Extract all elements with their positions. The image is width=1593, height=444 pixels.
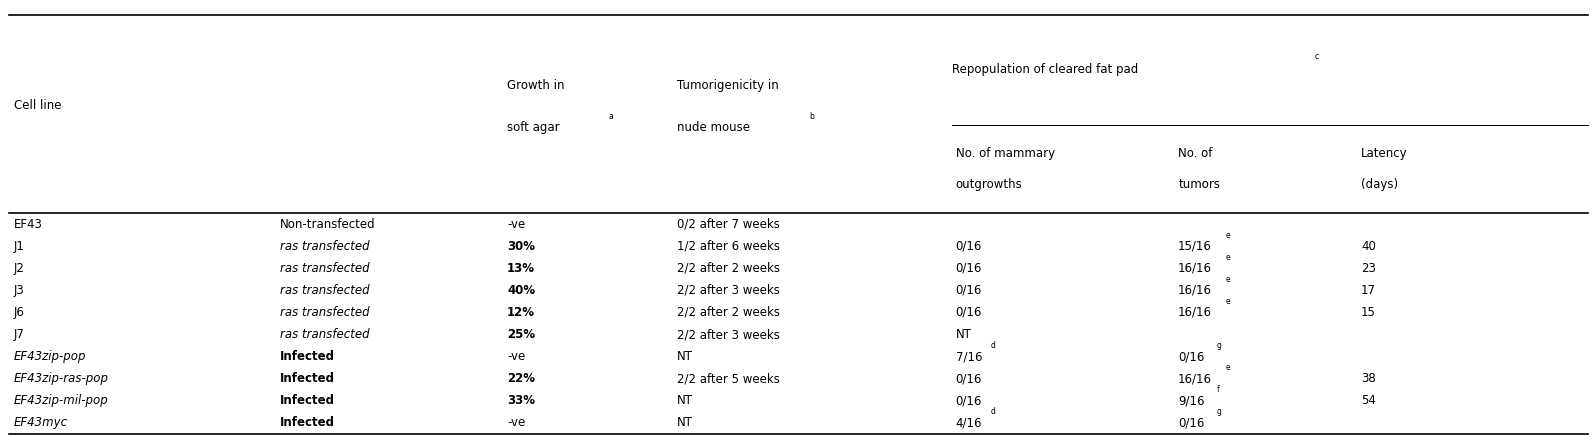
- Text: g: g: [1217, 407, 1222, 416]
- Text: tumors: tumors: [1179, 178, 1220, 191]
- Text: 4/16: 4/16: [956, 416, 981, 429]
- Text: 40: 40: [1360, 240, 1376, 253]
- Text: 9/16: 9/16: [1179, 394, 1204, 407]
- Text: 16/16: 16/16: [1179, 284, 1212, 297]
- Text: 2/2 after 2 weeks: 2/2 after 2 weeks: [677, 306, 781, 319]
- Text: ras transfected: ras transfected: [280, 328, 370, 341]
- Text: c: c: [1314, 52, 1319, 61]
- Text: e: e: [1227, 275, 1230, 284]
- Text: 40%: 40%: [507, 284, 535, 297]
- Text: 0/16: 0/16: [956, 262, 981, 275]
- Text: J3: J3: [14, 284, 25, 297]
- Text: 17: 17: [1360, 284, 1376, 297]
- Text: 0/16: 0/16: [956, 240, 981, 253]
- Text: NT: NT: [677, 350, 693, 363]
- Text: ras transfected: ras transfected: [280, 306, 370, 319]
- Text: 38: 38: [1360, 372, 1376, 385]
- Text: J1: J1: [14, 240, 25, 253]
- Text: Growth in: Growth in: [507, 79, 564, 92]
- Text: a: a: [609, 111, 613, 121]
- Text: No. of mammary: No. of mammary: [956, 147, 1055, 160]
- Text: J2: J2: [14, 262, 25, 275]
- Text: b: b: [809, 111, 814, 121]
- Text: d: d: [991, 407, 996, 416]
- Text: 2/2 after 3 weeks: 2/2 after 3 weeks: [677, 328, 781, 341]
- Text: 0/2 after 7 weeks: 0/2 after 7 weeks: [677, 218, 781, 231]
- Text: Cell line: Cell line: [14, 99, 62, 111]
- Text: Infected: Infected: [280, 372, 335, 385]
- Text: 2/2 after 2 weeks: 2/2 after 2 weeks: [677, 262, 781, 275]
- Text: 15: 15: [1360, 306, 1376, 319]
- Text: 33%: 33%: [507, 394, 535, 407]
- Text: e: e: [1227, 363, 1230, 372]
- Text: soft agar: soft agar: [507, 121, 559, 134]
- Text: No. of: No. of: [1179, 147, 1212, 160]
- Text: EF43myc: EF43myc: [14, 416, 68, 429]
- Text: -ve: -ve: [507, 350, 526, 363]
- Text: NT: NT: [677, 416, 693, 429]
- Text: 0/16: 0/16: [1179, 350, 1204, 363]
- Text: ras transfected: ras transfected: [280, 284, 370, 297]
- Text: 2/2 after 5 weeks: 2/2 after 5 weeks: [677, 372, 781, 385]
- Text: Latency: Latency: [1360, 147, 1408, 160]
- Text: 23: 23: [1360, 262, 1376, 275]
- Text: NT: NT: [956, 328, 972, 341]
- Text: e: e: [1227, 297, 1230, 306]
- Text: 0/16: 0/16: [956, 306, 981, 319]
- Text: 25%: 25%: [507, 328, 535, 341]
- Text: 54: 54: [1360, 394, 1376, 407]
- Text: 0/16: 0/16: [956, 284, 981, 297]
- Text: EF43zip-pop: EF43zip-pop: [14, 350, 86, 363]
- Text: EF43: EF43: [14, 218, 43, 231]
- Text: Infected: Infected: [280, 394, 335, 407]
- Text: e: e: [1227, 231, 1230, 240]
- Text: Infected: Infected: [280, 416, 335, 429]
- Text: 22%: 22%: [507, 372, 535, 385]
- Text: -ve: -ve: [507, 218, 526, 231]
- Text: EF43zip-mil-pop: EF43zip-mil-pop: [14, 394, 108, 407]
- Text: f: f: [1217, 385, 1219, 394]
- Text: 1/2 after 6 weeks: 1/2 after 6 weeks: [677, 240, 781, 253]
- Text: e: e: [1227, 253, 1230, 262]
- Text: 16/16: 16/16: [1179, 372, 1212, 385]
- Text: Repopulation of cleared fat pad: Repopulation of cleared fat pad: [953, 63, 1139, 76]
- Text: outgrowths: outgrowths: [956, 178, 1023, 191]
- Text: J6: J6: [14, 306, 25, 319]
- Text: 0/16: 0/16: [956, 372, 981, 385]
- Text: 13%: 13%: [507, 262, 535, 275]
- Text: Tumorigenicity in: Tumorigenicity in: [677, 79, 779, 92]
- Text: 0/16: 0/16: [956, 394, 981, 407]
- Text: EF43zip-ras-pop: EF43zip-ras-pop: [14, 372, 108, 385]
- Text: d: d: [991, 341, 996, 350]
- Text: 15/16: 15/16: [1179, 240, 1212, 253]
- Text: 7/16: 7/16: [956, 350, 981, 363]
- Text: 16/16: 16/16: [1179, 306, 1212, 319]
- Text: Infected: Infected: [280, 350, 335, 363]
- Text: Non-transfected: Non-transfected: [280, 218, 376, 231]
- Text: -ve: -ve: [507, 416, 526, 429]
- Text: ras transfected: ras transfected: [280, 262, 370, 275]
- Text: NT: NT: [677, 394, 693, 407]
- Text: (days): (days): [1360, 178, 1399, 191]
- Text: 2/2 after 3 weeks: 2/2 after 3 weeks: [677, 284, 781, 297]
- Text: nude mouse: nude mouse: [677, 121, 750, 134]
- Text: 12%: 12%: [507, 306, 535, 319]
- Text: 30%: 30%: [507, 240, 535, 253]
- Text: g: g: [1217, 341, 1222, 350]
- Text: 0/16: 0/16: [1179, 416, 1204, 429]
- Text: J7: J7: [14, 328, 25, 341]
- Text: ras transfected: ras transfected: [280, 240, 370, 253]
- Text: 16/16: 16/16: [1179, 262, 1212, 275]
